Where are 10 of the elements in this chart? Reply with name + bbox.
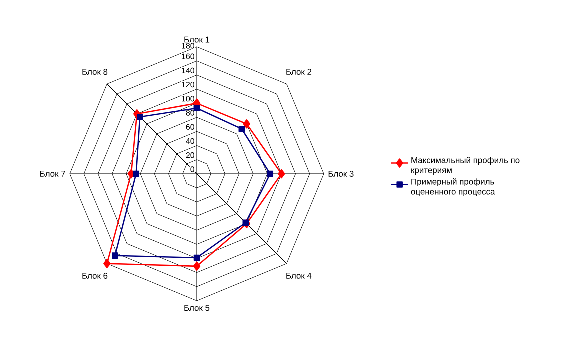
spoke-label: Блок 2 (286, 69, 312, 76)
spoke-label: Блок 4 (286, 273, 312, 279)
legend-label: Примерный профиль оцененного процесса (411, 178, 496, 196)
spoke-label: Блок 5 (184, 305, 210, 312)
spoke-label: Блок 7 (40, 171, 66, 177)
spoke-label: Блок 3 (328, 171, 354, 177)
spoke-label: Блок 8 (82, 69, 108, 76)
spoke-label: Блок 1 (184, 36, 210, 43)
legend-label: Максимальный профиль по критериям (412, 157, 520, 176)
spoke-label: Блок 6 (82, 272, 108, 279)
